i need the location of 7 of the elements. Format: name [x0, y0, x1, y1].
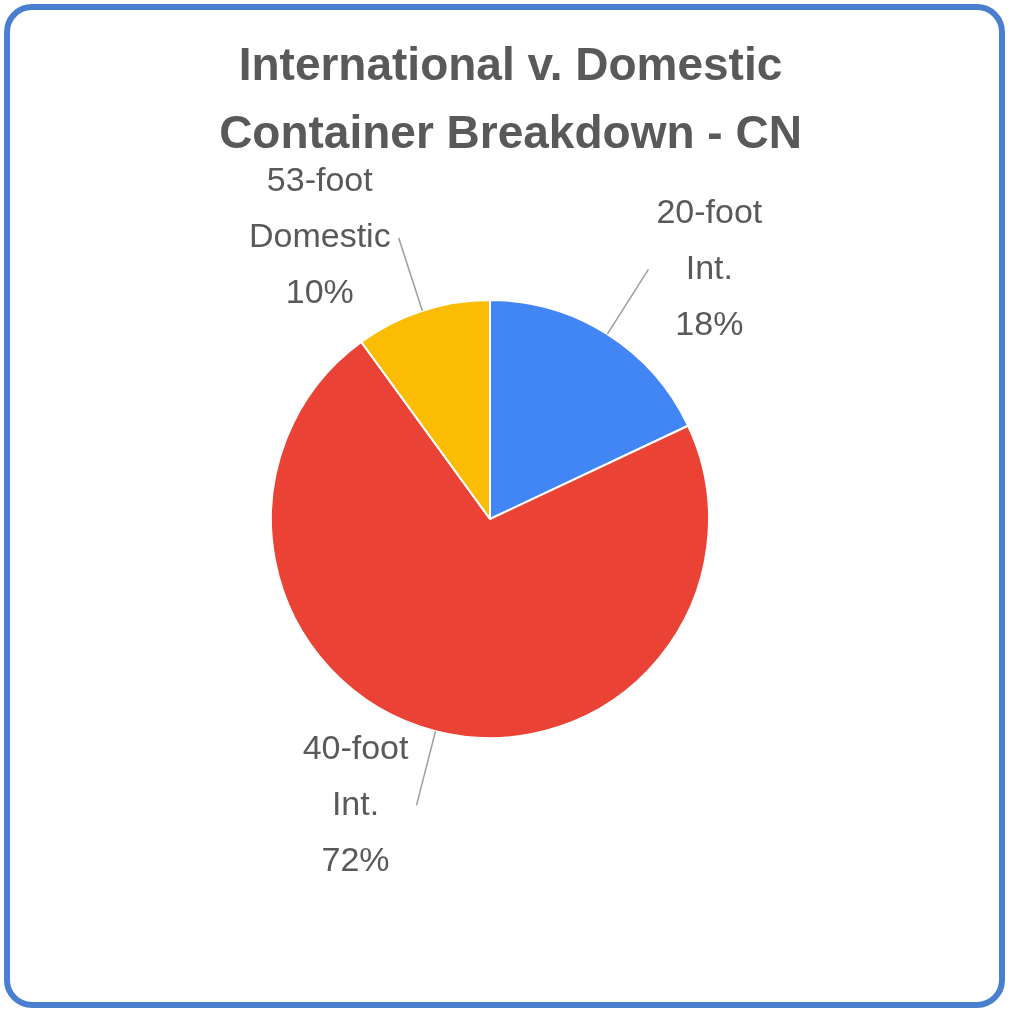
slice-label: 53-foot Domestic	[248, 160, 391, 255]
chart-title: International v. Domestic Container Breakdown - CN	[219, 38, 802, 158]
data-label: 10%	[285, 272, 354, 311]
slice-label: 20-foot Int.	[656, 191, 763, 286]
slice-label: 40-foot Int.	[302, 727, 410, 822]
data-label: 72%	[321, 839, 390, 878]
data-label: 18%	[675, 303, 744, 342]
